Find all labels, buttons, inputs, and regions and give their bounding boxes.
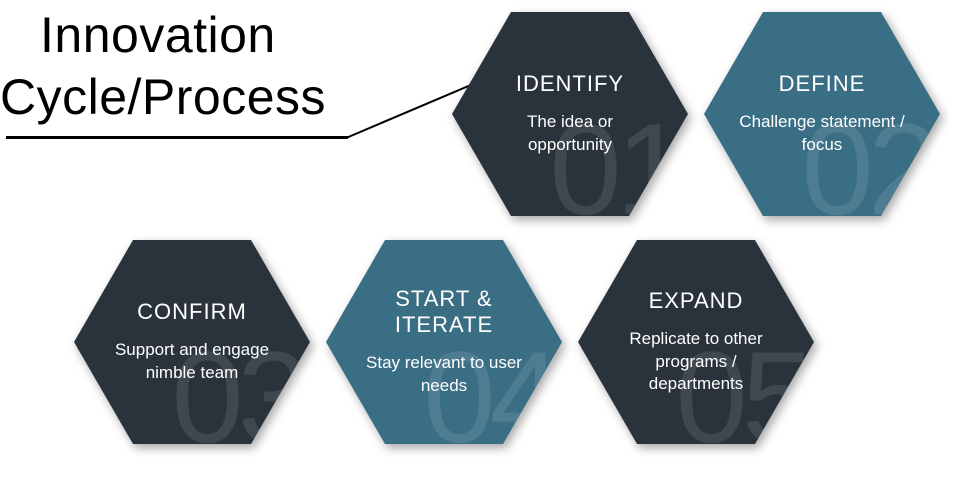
hex-desc: Stay relevant to user needs xyxy=(358,352,530,398)
hex-identify: 01IDENTIFYThe idea or opportunity xyxy=(452,12,688,216)
hex-content: DEFINE Challenge statement / focus xyxy=(704,12,940,216)
hex-content: IDENTIFY The idea or opportunity xyxy=(452,12,688,216)
hex-content: EXPAND Replicate to other programs / depa… xyxy=(578,240,814,444)
title-underline xyxy=(6,136,348,139)
hex-desc: The idea or opportunity xyxy=(484,111,656,157)
page-title-line2: Cycle/Process xyxy=(0,68,326,126)
hex-title: DEFINE xyxy=(779,71,866,97)
page-title-line1: Innovation xyxy=(40,6,276,64)
hex-desc: Challenge statement / focus xyxy=(736,111,908,157)
hex-define: 02DEFINEChallenge statement / focus xyxy=(704,12,940,216)
hex-desc: Replicate to other programs / department… xyxy=(610,328,782,397)
hex-confirm: 03CONFIRMSupport and engage nimble team xyxy=(74,240,310,444)
hex-shape: 05EXPANDReplicate to other programs / de… xyxy=(578,240,814,444)
hex-shape: 03CONFIRMSupport and engage nimble team xyxy=(74,240,310,444)
hex-title: IDENTIFY xyxy=(516,71,624,97)
hex-desc: Support and engage nimble team xyxy=(106,339,278,385)
hex-start: 04START & ITERATEStay relevant to user n… xyxy=(326,240,562,444)
hex-shape: 02DEFINEChallenge statement / focus xyxy=(704,12,940,216)
hex-expand: 05EXPANDReplicate to other programs / de… xyxy=(578,240,814,444)
hex-shape: 04START & ITERATEStay relevant to user n… xyxy=(326,240,562,444)
hex-content: START & ITERATE Stay relevant to user nee… xyxy=(326,240,562,444)
hex-title: CONFIRM xyxy=(137,299,247,325)
hex-content: CONFIRM Support and engage nimble team xyxy=(74,240,310,444)
hex-title: EXPAND xyxy=(649,288,744,314)
hex-title: START & ITERATE xyxy=(358,286,530,338)
hex-shape: 01IDENTIFYThe idea or opportunity xyxy=(452,12,688,216)
